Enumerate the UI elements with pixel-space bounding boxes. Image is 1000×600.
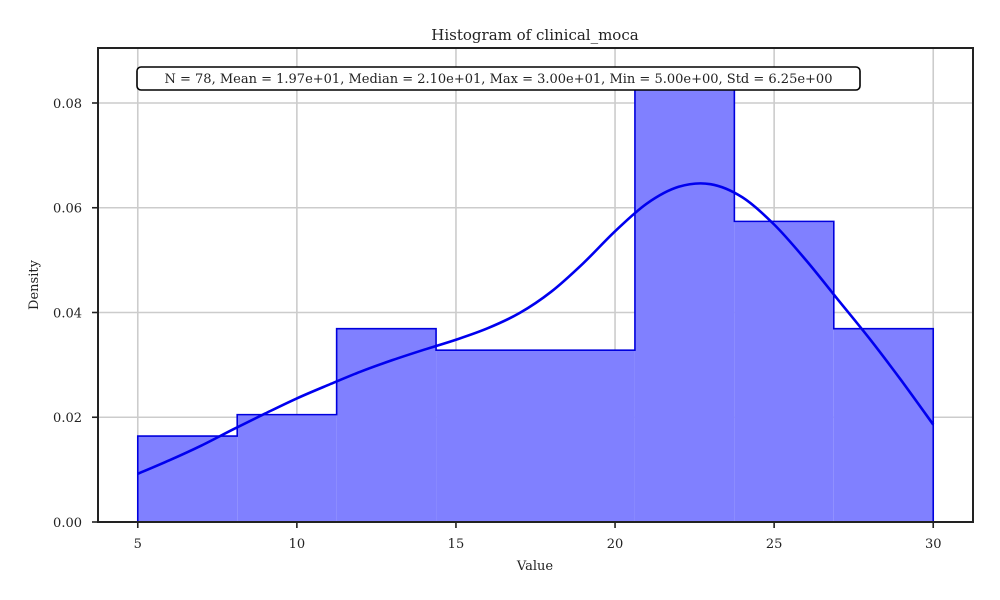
histogram-bar-2 [336,328,437,522]
x-tick-label-2: 15 [448,537,465,552]
histogram-bar-7 [833,328,934,522]
stats-annotation: N = 78, Mean = 1.97e+01, Median = 2.10e+… [136,66,861,91]
x-axis-ticks: 5 10 15 20 25 30 [134,522,942,552]
x-tick-label-1: 10 [289,537,306,552]
x-tick-label-3: 20 [607,537,624,552]
histogram-bar-1 [237,414,337,522]
x-axis-label: Value [516,559,553,574]
x-tick-label-4: 25 [766,537,783,552]
histogram-bar-6 [734,221,834,523]
y-tick-label-2: 0.04 [53,306,82,321]
stats-text: N = 78, Mean = 1.97e+01, Median = 2.10e+… [165,72,833,87]
histogram-bar-4 [535,350,635,522]
histogram-bar-3 [436,350,536,522]
y-tick-label-0: 0.00 [53,516,82,531]
y-tick-label-4: 0.08 [53,97,82,112]
histogram-bars [136,70,935,523]
plot-frame [97,47,974,523]
y-axis-label: Density [27,259,42,310]
histogram-outline [136,70,935,522]
y-axis-ticks: 0.00 0.02 0.04 0.06 0.08 [53,97,98,531]
x-tick-label-5: 30 [925,537,942,552]
chart-title: Histogram of clinical_moca [431,26,638,44]
histogram-bar-5 [634,71,735,523]
y-tick-label-3: 0.06 [53,202,82,217]
stats-box [136,66,861,91]
kde-curve [137,182,935,476]
kde-curve-group [137,182,935,476]
histogram-bar-0 [137,436,238,522]
x-tick-label-0: 5 [134,537,142,552]
y-tick-label-1: 0.02 [53,411,82,426]
